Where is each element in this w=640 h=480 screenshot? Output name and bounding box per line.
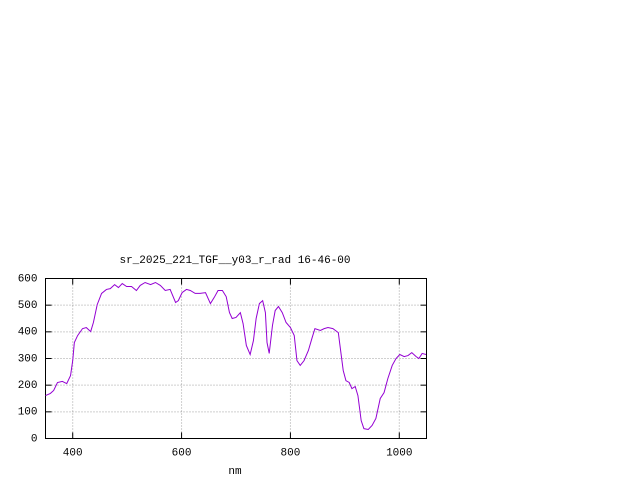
- plot-border: [45, 278, 427, 439]
- x-tick-label: 600: [172, 447, 192, 459]
- x-tick-label: 1000: [386, 447, 412, 459]
- data-line: [45, 281, 427, 430]
- y-tick-label: 400: [18, 327, 38, 339]
- y-tick-label: 200: [18, 380, 38, 392]
- y-tick-label: 300: [18, 353, 38, 365]
- y-tick-label: 600: [18, 273, 38, 285]
- x-axis-label: nm: [228, 466, 242, 478]
- chart-title: sr_2025_221_TGF__y03_r_rad 16-46-00: [119, 255, 350, 267]
- y-tick-label: 0: [31, 433, 38, 445]
- y-tick-label: 100: [18, 407, 38, 419]
- y-tick-label: 500: [18, 300, 38, 312]
- x-tick-label: 800: [281, 447, 301, 459]
- x-tick-label: 400: [63, 447, 83, 459]
